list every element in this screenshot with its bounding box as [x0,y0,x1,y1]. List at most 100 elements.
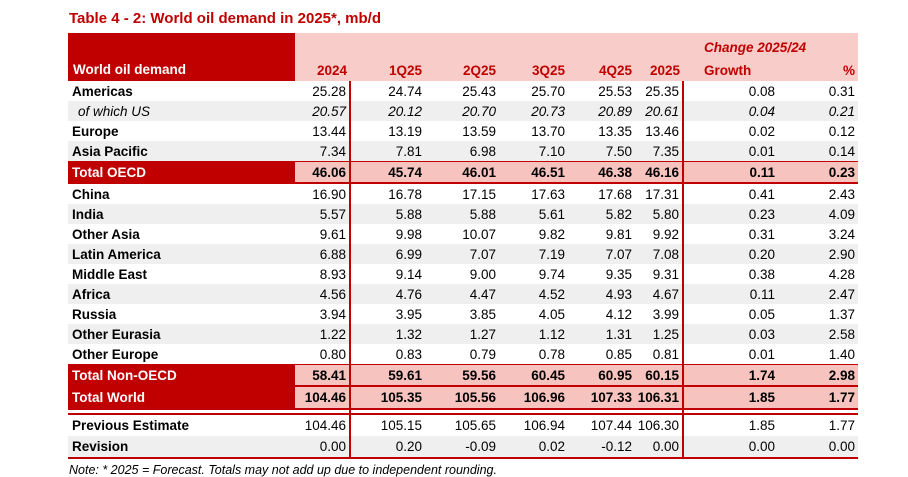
cell-growth: 0.05 [748,306,776,322]
cell-4q25: 1.31 [568,324,635,344]
cell-2025: 1.25 [635,324,685,344]
change-period-header: Change 2025/24 [683,33,859,57]
cell-growth: 0.00 [683,436,779,459]
table-row-previous-estimate: Previous Estimate 104.46 105.15 105.65 106.9… [68,413,859,436]
table-row-of-which-us: of which US 20.57 20.12 20.70 20.73 20.89 20.6… [68,101,859,121]
table-row-revision: Revision 0.00 0.20 -0.09 0.02 -0.12 0.00 0.00 0.… [68,436,859,459]
cell-2025: 7.35 [635,141,685,162]
col-header-2025: 2025 [635,57,684,81]
cell-3q25: 0.02 [499,436,568,459]
cell-2025: 60.15 [635,364,685,386]
cell-2024: 6.88 [295,244,351,264]
row-label: Other Europe [72,346,159,362]
cell-2q25: 7.07 [425,244,499,264]
cell-pct: 0.21 [778,101,859,121]
cell-2024: 58.41 [295,364,351,386]
cell-4q25: 13.35 [598,123,632,139]
table-row-total-oecd: Total OECD 46.06 45.74 46.01 46.51 46.38 46.16… [68,161,859,184]
cell-2q25: 9.00 [469,266,496,282]
row-label: Total OECD [68,161,295,184]
row-label: Total Non-OECD [68,364,295,386]
cell-2024: 20.57 [295,101,351,121]
page-title: Table 4 - 2: World oil demand in 2025*, … [69,10,382,27]
row-label: Other Eurasia [68,324,295,344]
table-row-india: India 5.57 5.88 5.88 5.61 5.82 5.80 0.23 4.09 [68,204,859,224]
col-header-4q25: 4Q25 [568,57,635,81]
row-label: Revision [68,436,295,459]
cell-growth: 0.01 [683,141,779,162]
cell-4q25: 20.89 [568,101,635,121]
cell-growth: 0.08 [748,83,776,99]
col-header-2q25: 2Q25 [425,57,499,81]
cell-2025: 9.31 [635,264,685,284]
table-row-total-non-oecd: Total Non-OECD 58.41 59.61 59.56 60.45 60.95 6… [68,364,859,386]
table-header: World oil demand Change 2025/24 2024 1Q2… [68,33,859,81]
cell-2q25: 13.59 [462,123,496,139]
cell-pct: 2.58 [778,324,859,344]
cell-4q25: 9.81 [605,226,632,242]
cell-1q25: 5.88 [350,204,425,224]
cell-2025: 13.46 [635,121,685,141]
header-row-change: World oil demand Change 2025/24 [68,33,859,81]
cell-2024: 16.90 [295,183,351,204]
cell-pct: 1.37 [828,306,856,322]
row-label: Russia [72,306,117,322]
cell-2024: 8.93 [295,264,351,284]
cell-2025: 17.31 [635,183,685,204]
cell-1q25: 59.61 [350,364,425,386]
col-header-percent: % [778,57,859,81]
cell-4q25: 7.07 [568,244,635,264]
cell-growth: 0.01 [748,346,776,362]
cell-3q25: 60.45 [499,364,568,386]
cell-pct: 2.90 [778,244,859,264]
cell-2025: 25.35 [635,81,685,101]
header-blank [295,33,684,57]
cell-4q25: 5.82 [568,204,635,224]
table-row-total-world: Total World 104.46 105.35 105.56 106.96 107.3… [68,385,859,410]
cell-3q25: 46.51 [499,161,568,184]
cell-2024: 7.34 [295,141,351,162]
col-header-growth: Growth [683,57,779,81]
table-body: Americas 25.28 24.74 25.43 25.70 25.53 25.35 0.… [68,81,859,459]
cell-3q25: 4.05 [538,306,565,322]
col-header-1q25: 1Q25 [350,57,425,81]
cell-4q25: 4.12 [605,306,632,322]
cell-3q25: 7.19 [499,244,568,264]
cell-growth: 0.11 [683,284,779,304]
cell-2q25: 0.79 [469,346,496,362]
row-label: Africa [68,284,295,304]
cell-1q25: 0.83 [395,346,422,362]
cell-3q25: 13.70 [531,123,565,139]
cell-4q25: 0.85 [605,346,632,362]
col-header-3q25: 3Q25 [499,57,568,81]
cell-3q25: 20.73 [499,101,568,121]
cell-1q25: 9.98 [395,226,422,242]
cell-pct: 2.47 [778,284,859,304]
footnote: Note: * 2025 = Forecast. Totals may not … [69,463,497,477]
cell-2025: 0.81 [635,344,685,365]
row-label: China [72,186,110,202]
cell-3q25: 5.61 [499,204,568,224]
cell-3q25: 9.74 [538,266,565,282]
row-label: Latin America [68,244,295,264]
cell-1q25: 1.32 [350,324,425,344]
cell-growth: 0.41 [748,186,776,202]
cell-growth: 0.02 [748,123,776,139]
cell-2q25: 3.85 [469,306,496,322]
cell-2025: 106.30 [635,413,685,436]
cell-2024: 3.94 [295,304,351,324]
cell-growth: 0.23 [683,204,779,224]
table-row-russia: Russia 3.94 3.95 3.85 4.05 4.12 3.99 0.05 1.37 [68,304,858,324]
cell-4q25: 107.44 [568,413,635,436]
cell-2024: 1.22 [295,324,351,344]
cell-4q25: 9.35 [605,266,632,282]
row-label: Other Asia [72,226,140,242]
cell-1q25: 16.78 [388,186,422,202]
row-label: of which US [68,101,295,121]
cell-4q25: 7.50 [568,141,635,162]
cell-3q25: 106.94 [499,413,568,436]
cell-4q25: 4.93 [568,284,635,304]
cell-3q25: 1.12 [499,324,568,344]
cell-1q25: 6.99 [350,244,425,264]
cell-1q25: 105.15 [350,413,425,436]
